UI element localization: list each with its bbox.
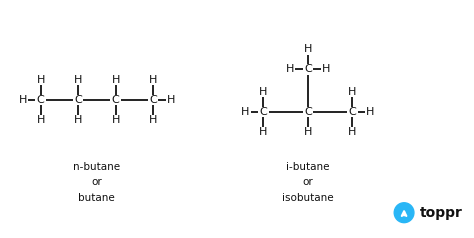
Text: C: C bbox=[74, 95, 82, 105]
Text: C: C bbox=[304, 64, 312, 74]
Text: C: C bbox=[348, 107, 356, 117]
Text: H: H bbox=[304, 127, 312, 137]
Text: toppr: toppr bbox=[419, 206, 463, 220]
Text: H: H bbox=[366, 107, 374, 117]
Text: H: H bbox=[149, 75, 157, 85]
Text: C: C bbox=[36, 95, 45, 105]
Text: H: H bbox=[18, 95, 27, 105]
Text: i-butane
or
isobutane: i-butane or isobutane bbox=[282, 162, 334, 203]
Text: n-butane
or
butane: n-butane or butane bbox=[73, 162, 120, 203]
Text: C: C bbox=[259, 107, 267, 117]
Text: H: H bbox=[111, 75, 120, 85]
Text: H: H bbox=[304, 45, 312, 55]
Text: H: H bbox=[149, 115, 157, 125]
Text: H: H bbox=[111, 115, 120, 125]
Text: H: H bbox=[259, 127, 267, 137]
Text: H: H bbox=[321, 64, 330, 74]
Text: C: C bbox=[304, 107, 312, 117]
Text: H: H bbox=[286, 64, 294, 74]
Text: H: H bbox=[74, 115, 82, 125]
Text: H: H bbox=[241, 107, 250, 117]
Text: H: H bbox=[259, 87, 267, 97]
Text: H: H bbox=[348, 127, 356, 137]
Circle shape bbox=[394, 203, 414, 223]
Text: H: H bbox=[167, 95, 175, 105]
Text: H: H bbox=[36, 75, 45, 85]
Text: C: C bbox=[149, 95, 157, 105]
Text: H: H bbox=[74, 75, 82, 85]
Text: C: C bbox=[112, 95, 119, 105]
Text: H: H bbox=[348, 87, 356, 97]
Text: H: H bbox=[36, 115, 45, 125]
